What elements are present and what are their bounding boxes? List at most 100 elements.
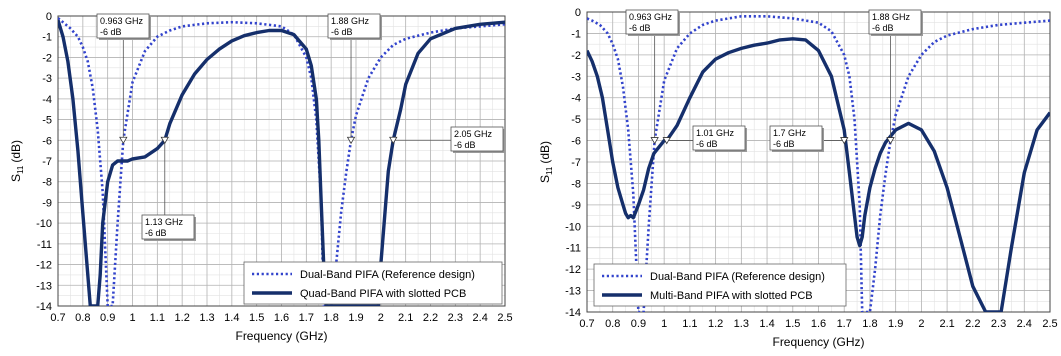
- x-tick-label: 2.1: [398, 312, 413, 324]
- x-tick-label: 1.4: [759, 318, 774, 330]
- x-tick-label: 2.3: [991, 318, 1006, 330]
- annotation-box: [450, 126, 504, 152]
- x-tick-label: 1.5: [249, 312, 264, 324]
- y-tick-label: -3: [42, 73, 52, 85]
- legend-label: Dual-Band PIFA (Reference design): [300, 269, 475, 281]
- y-tick-label: -2: [571, 50, 581, 62]
- annotation-level: -6 dB: [100, 27, 122, 37]
- annotation-level: -6 dB: [145, 228, 167, 238]
- annotation-box: [327, 13, 381, 39]
- x-tick-label: 1.6: [274, 312, 289, 324]
- series-line-reference: [587, 15, 1050, 312]
- annotation-level: -6 dB: [629, 23, 651, 33]
- plot-frame: [57, 15, 506, 307]
- x-tick-label: 1.2: [708, 318, 723, 330]
- y-axis-title-unit: (dB): [538, 141, 552, 164]
- legend-label: Quad-Band PIFA with slotted PCB: [300, 288, 466, 300]
- x-tick-label: 1.7: [299, 312, 314, 324]
- x-tick-label: 1.1: [150, 312, 165, 324]
- annotation-callout: 0.963 GHz-6 dB: [625, 9, 680, 145]
- y-tick-label: -11: [37, 239, 52, 251]
- annotation-level: -6 dB: [331, 27, 353, 37]
- series-line-reference: [58, 17, 505, 306]
- marker-triangle: [346, 136, 356, 145]
- y-axis-title-subscript: 11: [545, 166, 554, 175]
- y-tick-label: -3: [571, 71, 581, 83]
- x-tick-label: 2.4: [473, 312, 488, 324]
- marker-triangle: [160, 136, 169, 145]
- x-tick-label: 1.9: [888, 318, 903, 330]
- x-tick-label: 1.3: [734, 318, 749, 330]
- annotation-callout: 1.13 GHz-6 dB: [141, 136, 196, 241]
- x-tick-label: 1.3: [199, 312, 214, 324]
- y-axis-title-subscript: 11: [16, 165, 25, 174]
- marker-triangle: [119, 136, 128, 145]
- x-tick-label: 1: [661, 318, 667, 330]
- x-tick-label: 2.3: [448, 312, 463, 324]
- annotation-frequency: 1.7 GHz: [773, 128, 807, 138]
- series-line-slotted: [587, 37, 1050, 312]
- y-tick-label: -6: [42, 135, 52, 147]
- x-tick-label: 2.4: [1017, 318, 1032, 330]
- y-tick-label: -12: [565, 264, 581, 276]
- annotation-frequency: 1.01 GHz: [696, 128, 735, 138]
- x-axis-title: Frequency (GHz): [235, 329, 327, 343]
- y-tick-label: -10: [565, 221, 581, 233]
- y-tick-label: -4: [571, 93, 581, 105]
- annotation-frequency: 1.13 GHz: [145, 217, 184, 227]
- y-tick-label: -5: [42, 115, 52, 127]
- x-axis-title: Frequency (GHz): [772, 335, 864, 349]
- annotation-callout: 1.88 GHz-6 dB: [327, 13, 382, 145]
- y-tick-label: -11: [566, 243, 581, 255]
- annotation-callout: 1.7 GHz-6 dB: [769, 125, 849, 152]
- annotation-box: [692, 125, 746, 151]
- y-axis-title: S11 (dB): [9, 140, 25, 182]
- annotation-level: -6 dB: [773, 139, 795, 149]
- x-tick-label: 1.5: [785, 318, 800, 330]
- y-tick-label: -13: [565, 286, 581, 298]
- x-tick-label: 1.7: [837, 318, 852, 330]
- annotation-callout: 1.88 GHz-6 dB: [868, 9, 923, 145]
- x-tick-label: 0.9: [100, 312, 115, 324]
- x-tick-label: 1.2: [175, 312, 190, 324]
- annotation-callout: 1.01 GHz-6 dB: [662, 125, 747, 152]
- legend-box: [593, 263, 847, 307]
- y-tick-label: -6: [571, 136, 581, 148]
- chart-1: 0.7 0.8 0.9 1 1.1 1.2 1.3 1.4 1.5 1.6 1.7 1.8 1.9 2 2.…: [9, 11, 513, 343]
- x-tick-label: 1.6: [811, 318, 826, 330]
- y-tick-label: -1: [42, 32, 52, 44]
- x-tick-label: 1.8: [862, 318, 877, 330]
- marker-triangle: [389, 136, 398, 145]
- y-tick-label: -7: [42, 156, 52, 168]
- y-tick-label: -9: [42, 197, 52, 209]
- marker-triangle: [662, 137, 671, 145]
- legend: Dual-Band PIFA (Reference design) Multi-B…: [593, 263, 847, 307]
- annotation-level: -6 dB: [872, 23, 894, 33]
- y-tick-label: -8: [571, 178, 581, 190]
- y-tick-label: -8: [42, 177, 52, 189]
- x-tick-label: 0.7: [579, 318, 594, 330]
- y-tick-label: -12: [36, 260, 52, 272]
- annotation-box: [141, 214, 195, 240]
- x-tick-label: 2: [918, 318, 924, 330]
- y-tick-label: -1: [571, 28, 581, 40]
- y-tick-label: -13: [36, 280, 52, 292]
- legend-label: Dual-Band PIFA (Reference design): [650, 271, 825, 283]
- y-tick-label: -2: [42, 52, 52, 64]
- series-group: [587, 15, 1050, 312]
- annotation-frequency: 0.963 GHz: [629, 12, 673, 22]
- annotation-box: [625, 9, 679, 35]
- y-tick-label: -4: [42, 94, 52, 106]
- x-tick-label: 1: [129, 312, 135, 324]
- y-tick-label: -5: [571, 114, 581, 126]
- annotation-box: [96, 13, 150, 39]
- marker-triangle: [650, 137, 659, 145]
- annotation-level: -6 dB: [696, 139, 718, 149]
- x-tick-label: 2: [378, 312, 384, 324]
- annotation-callout: 0.963 GHz-6 dB: [96, 13, 151, 145]
- legend-box: [243, 261, 503, 305]
- x-tick-label: 2.2: [965, 318, 980, 330]
- y-tick-label: -7: [571, 157, 581, 169]
- annotation-frequency: 0.963 GHz: [100, 16, 144, 26]
